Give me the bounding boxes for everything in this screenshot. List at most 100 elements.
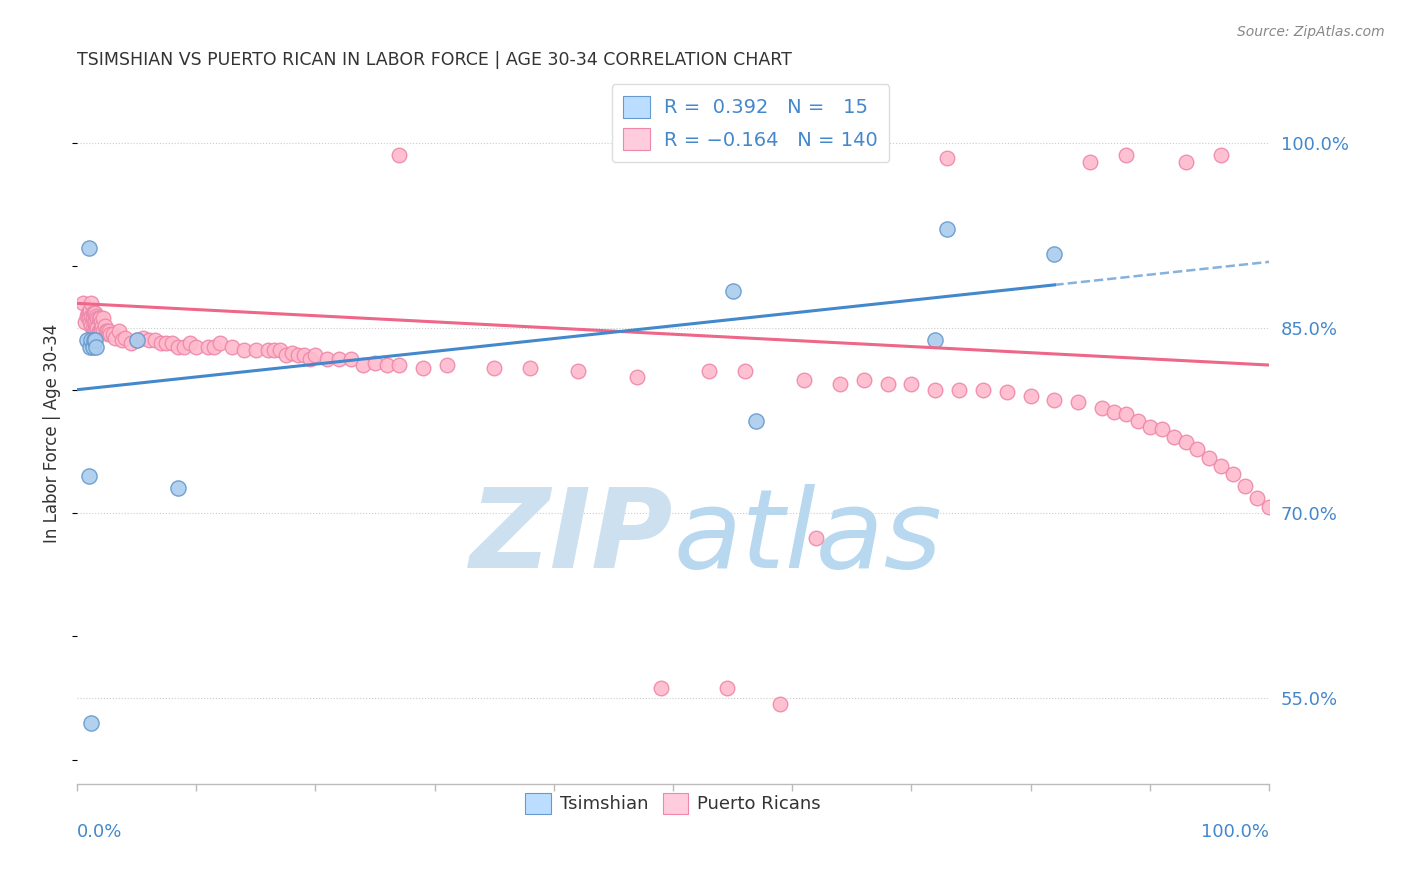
Point [82, 311, 104, 326]
Point [716, 681, 738, 696]
Point [98, 324, 121, 338]
Point [1115, 148, 1137, 162]
Point [936, 222, 959, 236]
Point [245, 343, 267, 358]
Point [125, 334, 148, 348]
Point [924, 334, 946, 348]
Point [1163, 429, 1185, 443]
Point [852, 373, 875, 387]
Point [79, 315, 101, 329]
Point [93, 318, 115, 333]
Point [155, 335, 177, 350]
Text: 0.0%: 0.0% [77, 823, 122, 841]
Point [697, 364, 720, 378]
Point [280, 345, 302, 359]
Point [120, 335, 142, 350]
Point [263, 343, 285, 358]
Point [82, 306, 104, 320]
Point [84, 327, 107, 342]
Point [80, 309, 103, 323]
Point [84, 334, 107, 348]
Point [256, 343, 278, 358]
Point [995, 385, 1018, 400]
Point [89, 311, 111, 326]
Point [828, 376, 851, 391]
Point [94, 324, 117, 338]
Point [209, 335, 232, 350]
Point [131, 331, 153, 345]
Point [352, 358, 374, 372]
Point [202, 340, 225, 354]
Point [1115, 408, 1137, 422]
Point [567, 364, 589, 378]
Point [83, 324, 105, 338]
Point [76, 306, 98, 320]
Point [80, 296, 103, 310]
Point [82, 321, 104, 335]
Point [108, 324, 131, 338]
Point [793, 373, 815, 387]
Point [167, 340, 190, 354]
Text: Source: ZipAtlas.com: Source: ZipAtlas.com [1237, 25, 1385, 39]
Point [364, 355, 387, 369]
Point [233, 343, 256, 358]
Point [101, 327, 124, 342]
Point [1078, 154, 1101, 169]
Point [221, 340, 243, 354]
Point [1187, 442, 1209, 456]
Point [1211, 459, 1233, 474]
Point [328, 351, 350, 366]
Point [83, 315, 105, 329]
Point [1043, 392, 1066, 407]
Point [72, 296, 94, 310]
Point [1211, 148, 1233, 162]
Point [84, 324, 107, 338]
Point [412, 360, 434, 375]
Point [876, 376, 898, 391]
Point [125, 334, 148, 348]
Point [77, 306, 100, 320]
Point [1150, 422, 1173, 436]
Point [1258, 500, 1281, 514]
Point [76, 309, 98, 323]
Point [91, 324, 114, 338]
Point [1126, 413, 1149, 427]
Point [304, 348, 326, 362]
Point [90, 324, 112, 338]
Point [143, 334, 166, 348]
Text: TSIMSHIAN VS PUERTO RICAN IN LABOR FORCE | AGE 30-34 CORRELATION CHART: TSIMSHIAN VS PUERTO RICAN IN LABOR FORCE… [77, 51, 792, 69]
Point [75, 315, 97, 329]
Point [769, 698, 792, 712]
Point [519, 360, 541, 375]
Point [77, 311, 100, 326]
Point [86, 321, 108, 335]
Point [186, 340, 208, 354]
Point [84, 340, 107, 354]
Point [100, 327, 122, 342]
Point [84, 315, 107, 329]
Point [149, 335, 172, 350]
Point [76, 334, 98, 348]
Point [484, 360, 506, 375]
Point [1019, 389, 1042, 403]
Point [91, 318, 114, 333]
Point [972, 383, 994, 397]
Text: ZIP: ZIP [470, 484, 673, 591]
Point [269, 343, 291, 358]
Point [162, 335, 184, 350]
Point [84, 309, 107, 323]
Point [96, 324, 118, 338]
Point [89, 324, 111, 338]
Point [721, 284, 744, 298]
Point [86, 311, 108, 326]
Point [1174, 434, 1197, 449]
Point [1139, 419, 1161, 434]
Point [274, 348, 297, 362]
Point [179, 335, 201, 350]
Point [924, 383, 946, 397]
Text: atlas: atlas [673, 484, 942, 591]
Point [900, 376, 922, 391]
Point [340, 351, 363, 366]
Point [91, 311, 114, 326]
Point [388, 358, 411, 372]
